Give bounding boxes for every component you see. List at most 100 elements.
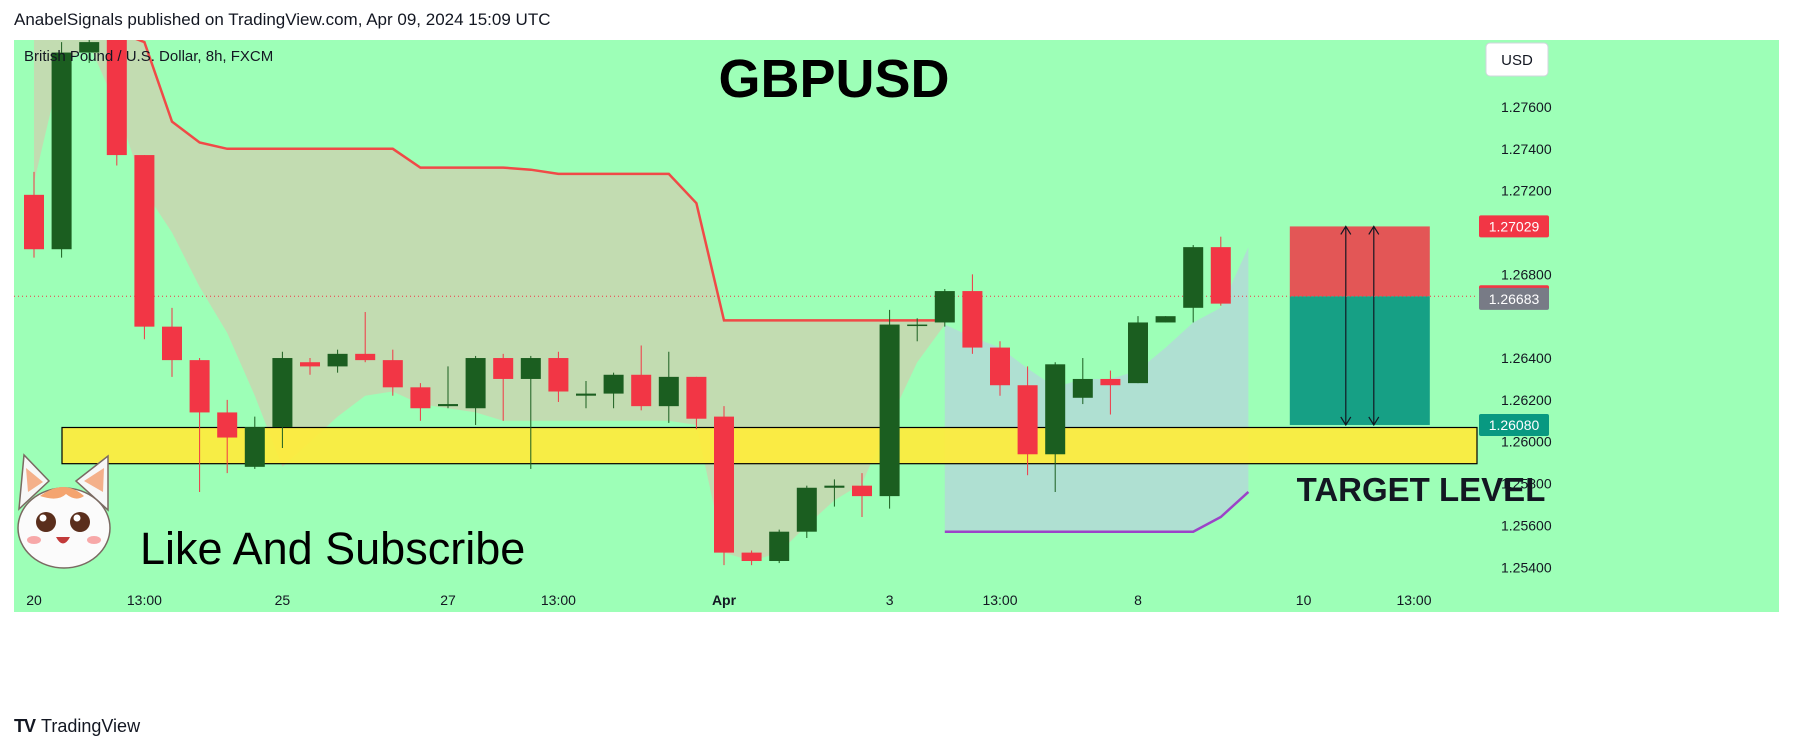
candle: [769, 529, 790, 564]
target-level-label: TARGET LEVEL: [1297, 471, 1546, 508]
trail-lower-line: [944, 490, 1250, 533]
range-arrow-head: [1340, 416, 1352, 427]
candle-body: [658, 376, 679, 407]
candle-body: [134, 155, 155, 327]
candle: [51, 42, 72, 258]
candle-body: [1100, 378, 1121, 386]
price-badge-label: 1.26080: [1489, 417, 1540, 433]
candle-body: [824, 485, 845, 488]
candle: [603, 372, 624, 409]
currency-button[interactable]: USD: [1485, 42, 1549, 77]
tradingview-brand[interactable]: TradingView: [41, 716, 141, 736]
candle: [162, 307, 182, 377]
candle-body: [686, 376, 707, 419]
y-tick-label: 1.27200: [1501, 183, 1552, 199]
candle: [1100, 370, 1121, 415]
candle-body: [741, 552, 762, 561]
candle-body: [1045, 364, 1066, 455]
x-tick-label: 13:00: [541, 592, 576, 608]
candle: [1017, 366, 1038, 476]
candle-body: [769, 531, 790, 561]
candle: [300, 358, 320, 375]
candle: [879, 309, 900, 509]
candle-body: [1210, 247, 1231, 304]
candle-body: [327, 353, 348, 367]
candle: [990, 341, 1010, 396]
candle: [465, 355, 486, 425]
candle: [934, 288, 955, 327]
candle-body: [1155, 316, 1176, 323]
x-tick-label: 10: [1296, 592, 1312, 608]
y-tick-label: 1.26200: [1501, 392, 1552, 408]
candle-body: [272, 358, 293, 428]
candle-body: [1183, 247, 1204, 308]
y-tick-label: 1.26000: [1501, 434, 1552, 450]
chart-area[interactable]: British Pound / U.S. Dollar, 8h, FXCM GB…: [14, 27, 1779, 617]
y-tick-label: 1.25400: [1501, 559, 1552, 575]
candle-body: [879, 324, 900, 497]
candle: [134, 155, 155, 340]
price-badge: 1.26683: [1479, 287, 1549, 310]
candle: [217, 399, 238, 474]
stop-zone: [1289, 226, 1430, 297]
candle: [24, 171, 44, 258]
range-arrow-head: [1368, 416, 1380, 427]
candle-body: [106, 33, 127, 156]
x-tick-label: 8: [1134, 592, 1142, 608]
candle: [244, 416, 265, 469]
candle-body: [189, 360, 210, 413]
y-tick-label: 1.27600: [1501, 99, 1552, 115]
x-tick-label: Apr: [712, 592, 737, 608]
candle: [106, 27, 127, 166]
candle-body: [493, 358, 514, 379]
candle-body: [714, 416, 734, 553]
candle: [327, 349, 348, 373]
candle-body: [796, 487, 817, 532]
candle-body: [576, 393, 596, 396]
candle: [907, 318, 928, 342]
y-tick-label: 1.25600: [1501, 517, 1552, 533]
candle: [382, 349, 403, 396]
price-chart[interactable]: British Pound / U.S. Dollar, 8h, FXCM GB…: [14, 27, 1779, 612]
candle: [631, 345, 652, 411]
symbol-label: British Pound / U.S. Dollar, 8h, FXCM: [24, 48, 273, 65]
candle: [962, 274, 983, 354]
candle: [1072, 358, 1093, 405]
support-layer: [61, 426, 1478, 465]
candle: [658, 351, 679, 423]
position-layer: [1289, 225, 1430, 427]
currency-button-label: USD: [1501, 52, 1533, 69]
price-badge: 1.27029: [1479, 215, 1549, 238]
candle-body: [438, 404, 458, 407]
candle-body: [410, 387, 431, 409]
price-badge-bg: [1479, 413, 1549, 436]
candle-body: [603, 374, 624, 394]
candle: [355, 312, 376, 363]
price-badge-label: 1.27029: [1489, 218, 1540, 234]
candle: [576, 381, 596, 409]
candle: [714, 406, 734, 566]
candle: [686, 376, 707, 430]
like-subscribe-text: Like And Subscribe: [140, 523, 525, 574]
candle: [1128, 316, 1148, 384]
price-badge-bg: [1479, 287, 1549, 310]
time-axis: 20 13:00 25 27 13:00 Apr 3 13:00 8 10 13:00: [26, 592, 1432, 608]
candle: [189, 358, 210, 492]
candle: [493, 353, 514, 421]
y-tick-label: 1.27400: [1501, 141, 1552, 157]
candle-body: [962, 291, 983, 348]
candles-layer: [24, 27, 1231, 566]
candle: [796, 485, 817, 538]
candle-body: [217, 412, 238, 438]
candle-body: [24, 194, 44, 250]
candle: [852, 473, 872, 518]
candle: [272, 351, 293, 448]
candle: [520, 355, 541, 469]
channel-upper-line: [34, 30, 945, 322]
x-tick-label: 3: [886, 592, 894, 608]
x-tick-label: 13:00: [127, 592, 162, 608]
candle-body: [990, 347, 1010, 386]
candle-body: [907, 324, 928, 327]
x-tick-label: 13:00: [1396, 592, 1431, 608]
